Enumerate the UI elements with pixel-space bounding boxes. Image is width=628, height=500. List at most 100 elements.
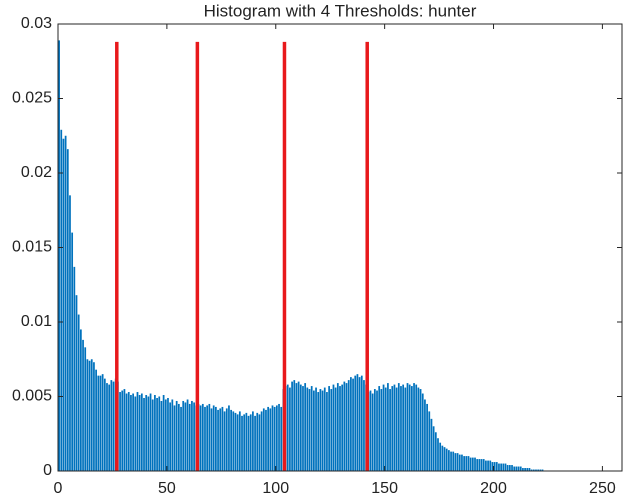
bar [319,389,322,471]
bar [498,463,500,471]
bar [267,406,270,471]
bar [136,392,139,471]
y-tick-label: 0 [43,462,52,479]
bar [419,389,422,471]
bar [93,362,95,471]
bar [82,339,84,471]
bar [495,462,498,471]
bar [358,377,361,471]
bar [79,329,82,471]
bar [106,383,108,471]
bar [347,380,350,471]
bar [243,414,246,471]
bar [517,466,520,471]
bar [297,381,300,471]
bar [151,399,154,471]
bar [406,383,409,471]
bar [450,451,452,471]
bar [75,295,78,471]
bar [293,380,296,471]
bar [60,129,63,472]
bar [458,454,461,471]
bar [493,462,496,471]
x-tick-label: 0 [54,480,63,497]
bar [310,386,313,471]
bar [334,387,337,471]
bar [295,383,298,471]
bar [513,466,516,471]
bar [173,405,176,471]
bar [417,387,420,471]
bar [400,386,402,471]
bar [456,453,459,471]
bar [238,411,241,471]
bar [352,378,354,471]
bar [66,149,69,471]
bar [395,387,398,471]
bar [158,396,161,471]
bar [145,395,148,471]
bar [421,393,424,471]
bar [184,402,187,471]
bar [454,453,457,471]
bar [215,406,217,471]
bar [286,384,289,471]
bar [302,386,304,471]
bar [134,396,137,471]
bar [108,384,111,471]
bar [506,465,509,471]
bar [86,359,89,471]
bar [371,393,374,471]
bar [502,463,505,471]
bar [219,408,222,471]
bar [99,375,102,471]
bar [121,390,124,471]
bar [77,314,80,471]
bar [132,393,134,471]
bar [345,383,348,471]
bar [304,383,307,471]
bar [332,384,335,471]
bar [154,395,156,471]
bar [262,408,265,471]
bar [463,456,465,471]
bar [360,375,363,471]
bar [389,389,391,471]
bar [461,454,463,471]
bar [306,387,309,471]
bar [541,469,544,471]
bar [522,468,524,471]
bar [241,415,243,471]
bar [291,381,293,471]
bar [182,400,185,471]
bar [467,456,470,471]
bar [402,384,405,471]
bar [138,395,141,471]
bar [500,463,503,471]
bar [164,399,167,471]
bar [312,390,315,471]
x-tick-label: 250 [589,480,616,497]
y-tick-label: 0.025 [12,90,52,107]
bar [199,405,202,471]
bar [387,383,389,471]
bar [223,411,226,471]
bar [212,405,215,471]
bar [519,466,522,471]
bar [119,392,121,471]
bar [225,408,228,471]
bar [160,400,163,471]
bar [382,384,385,471]
bar [430,418,433,471]
bar [64,135,67,471]
bar [354,375,357,471]
bar [369,390,372,471]
bar [526,468,529,471]
bar [247,415,250,471]
bar [535,469,537,471]
bar [428,411,431,471]
bar [103,378,106,471]
bar [508,465,511,471]
bar [140,393,143,471]
